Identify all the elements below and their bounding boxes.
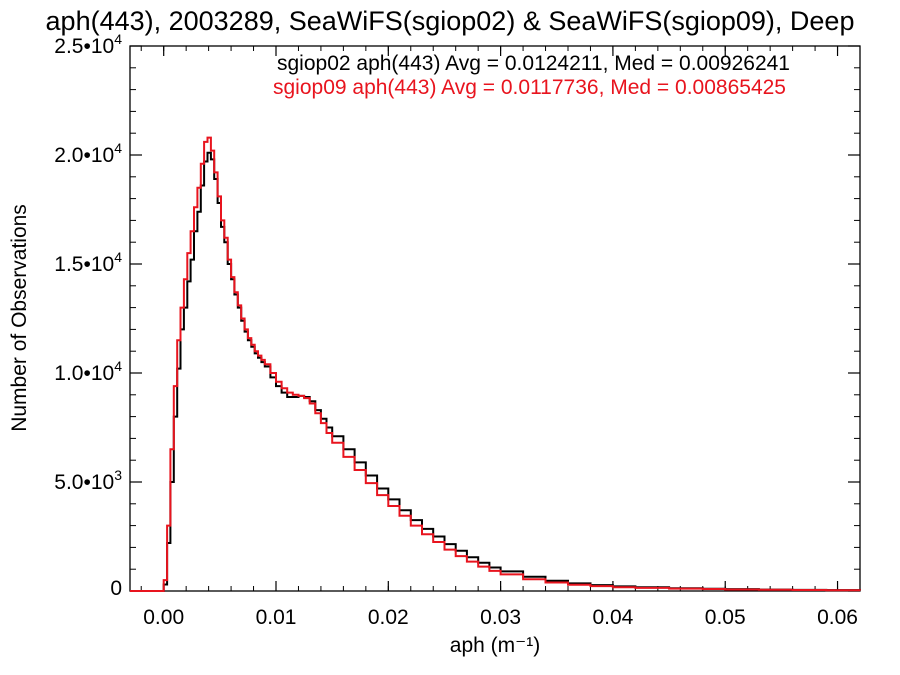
annotation-sgiop09: sgiop09 aph(443) Avg = 0.0117736, Med = … <box>273 76 786 99</box>
plot-frame <box>129 45 861 592</box>
y-tick-label: 2.5•104 <box>54 31 122 58</box>
series-sgiop09-line <box>130 136 861 592</box>
x-tick-label: 0.06 <box>817 606 858 629</box>
y-tick-label: 1.0•104 <box>54 358 122 385</box>
x-tick-label: 0.03 <box>480 606 521 629</box>
y-tick-label: 2.0•104 <box>54 140 122 167</box>
y-axis-ticks: 0 5.0•103 1.0•104 1.5•104 2.0•104 2.5•104 <box>54 31 860 600</box>
chart-title: aph(443), 2003289, SeaWiFS(sgiop02) & Se… <box>46 6 855 36</box>
y-axis-label: Number of Observations <box>8 204 31 432</box>
x-axis-ticks: 0.00 0.01 0.02 0.03 0.04 0.05 0.06 <box>140 46 858 629</box>
x-axis-label: aph (m⁻¹) <box>450 634 540 657</box>
y-tick-label: 1.5•104 <box>54 249 122 276</box>
y-tick-label: 5.0•103 <box>54 467 122 494</box>
x-tick-label: 0.01 <box>256 606 297 629</box>
annotation-sgiop02: sgiop02 aph(443) Avg = 0.0124211, Med = … <box>277 52 790 75</box>
x-tick-label: 0.02 <box>368 606 409 629</box>
y-tick-label: 0 <box>110 577 122 600</box>
series-sgiop02-line <box>130 151 861 592</box>
series-layer <box>130 136 861 592</box>
x-tick-label: 0.04 <box>592 606 633 629</box>
x-tick-label: 0.00 <box>143 606 184 629</box>
x-tick-label: 0.05 <box>705 606 746 629</box>
